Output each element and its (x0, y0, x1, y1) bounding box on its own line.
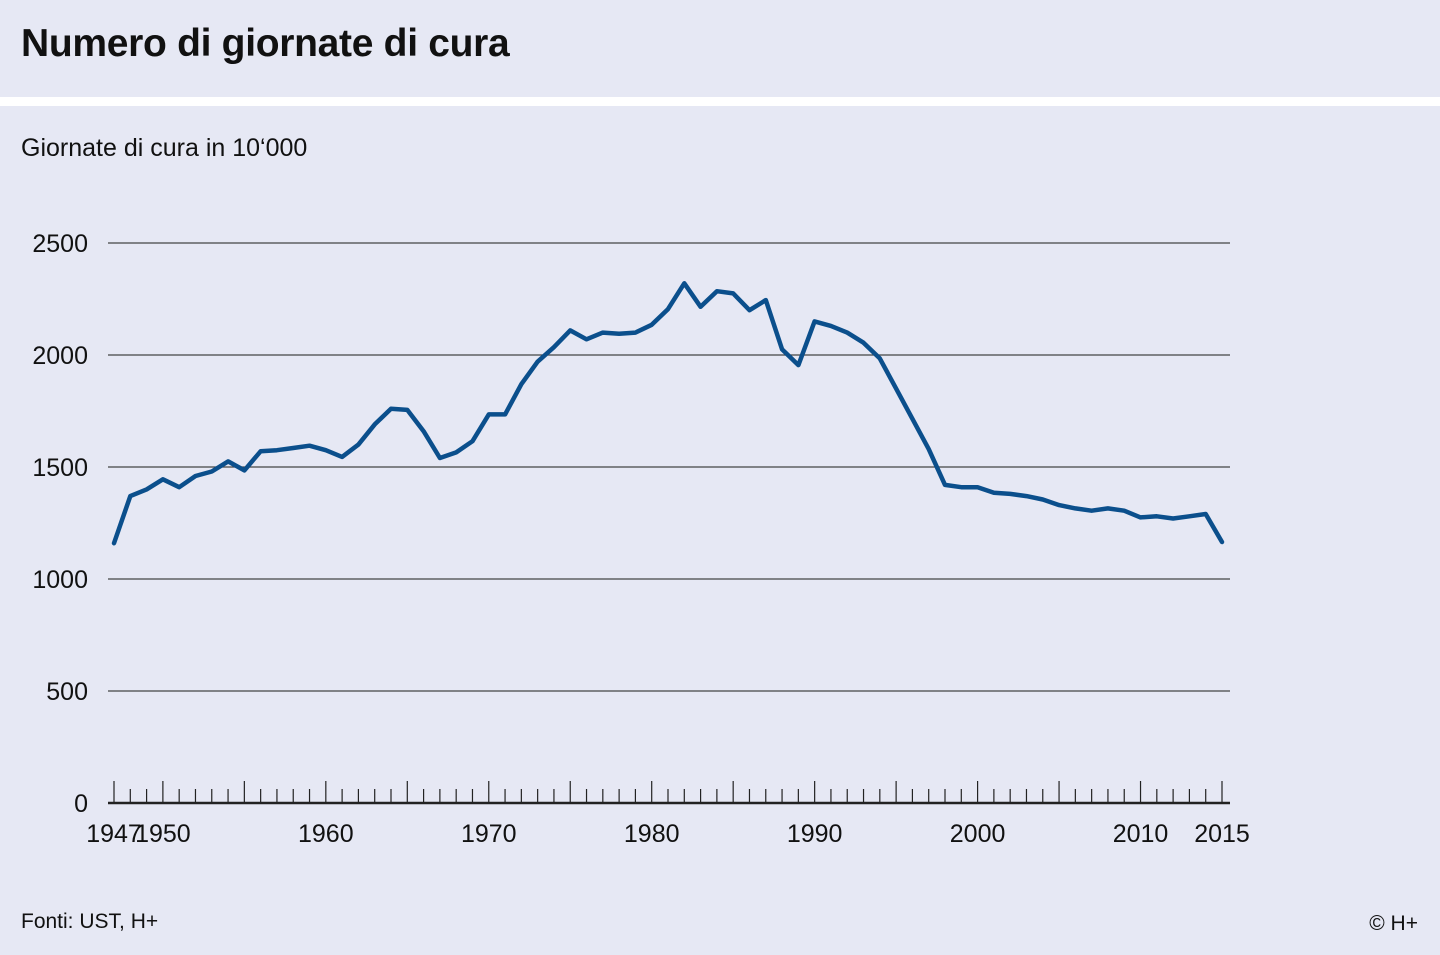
x-tick-label: 1960 (298, 820, 354, 848)
title-bar: Numero di giornate di cura (0, 0, 1440, 97)
line-chart: Giornate di cura in 10‘000 0 500 1000 1500 2… (21, 134, 1250, 848)
chart-area: Giornate di cura in 10‘000 0 500 1000 1500 2… (0, 106, 1440, 955)
y-tick-label: 1500 (32, 454, 88, 482)
x-tick-label: 1950 (135, 820, 191, 848)
x-tick-label: 1980 (624, 820, 680, 848)
x-tick-label: 1970 (461, 820, 517, 848)
x-tick-label: 2000 (950, 820, 1006, 848)
y-tick-label: 0 (74, 790, 88, 818)
x-tick-label: 1947 (86, 820, 142, 848)
divider (0, 97, 1440, 106)
x-tick-label: 1990 (787, 820, 843, 848)
source-note: Fonti: UST, H+ (21, 910, 159, 933)
series-line (111, 281, 1225, 546)
y-tick-label: 2000 (32, 342, 88, 370)
copyright-note: © H+ (1369, 912, 1418, 935)
x-tick-label: 2010 (1113, 820, 1169, 848)
x-tick-label: 2015 (1194, 820, 1250, 848)
y-tick-label: 1000 (32, 566, 88, 594)
page-title: Numero di giornate di cura (21, 22, 510, 65)
y-tick-label: 2500 (32, 230, 88, 258)
y-axis-label: Giornate di cura in 10‘000 (21, 134, 307, 162)
y-tick-label: 500 (46, 678, 88, 706)
